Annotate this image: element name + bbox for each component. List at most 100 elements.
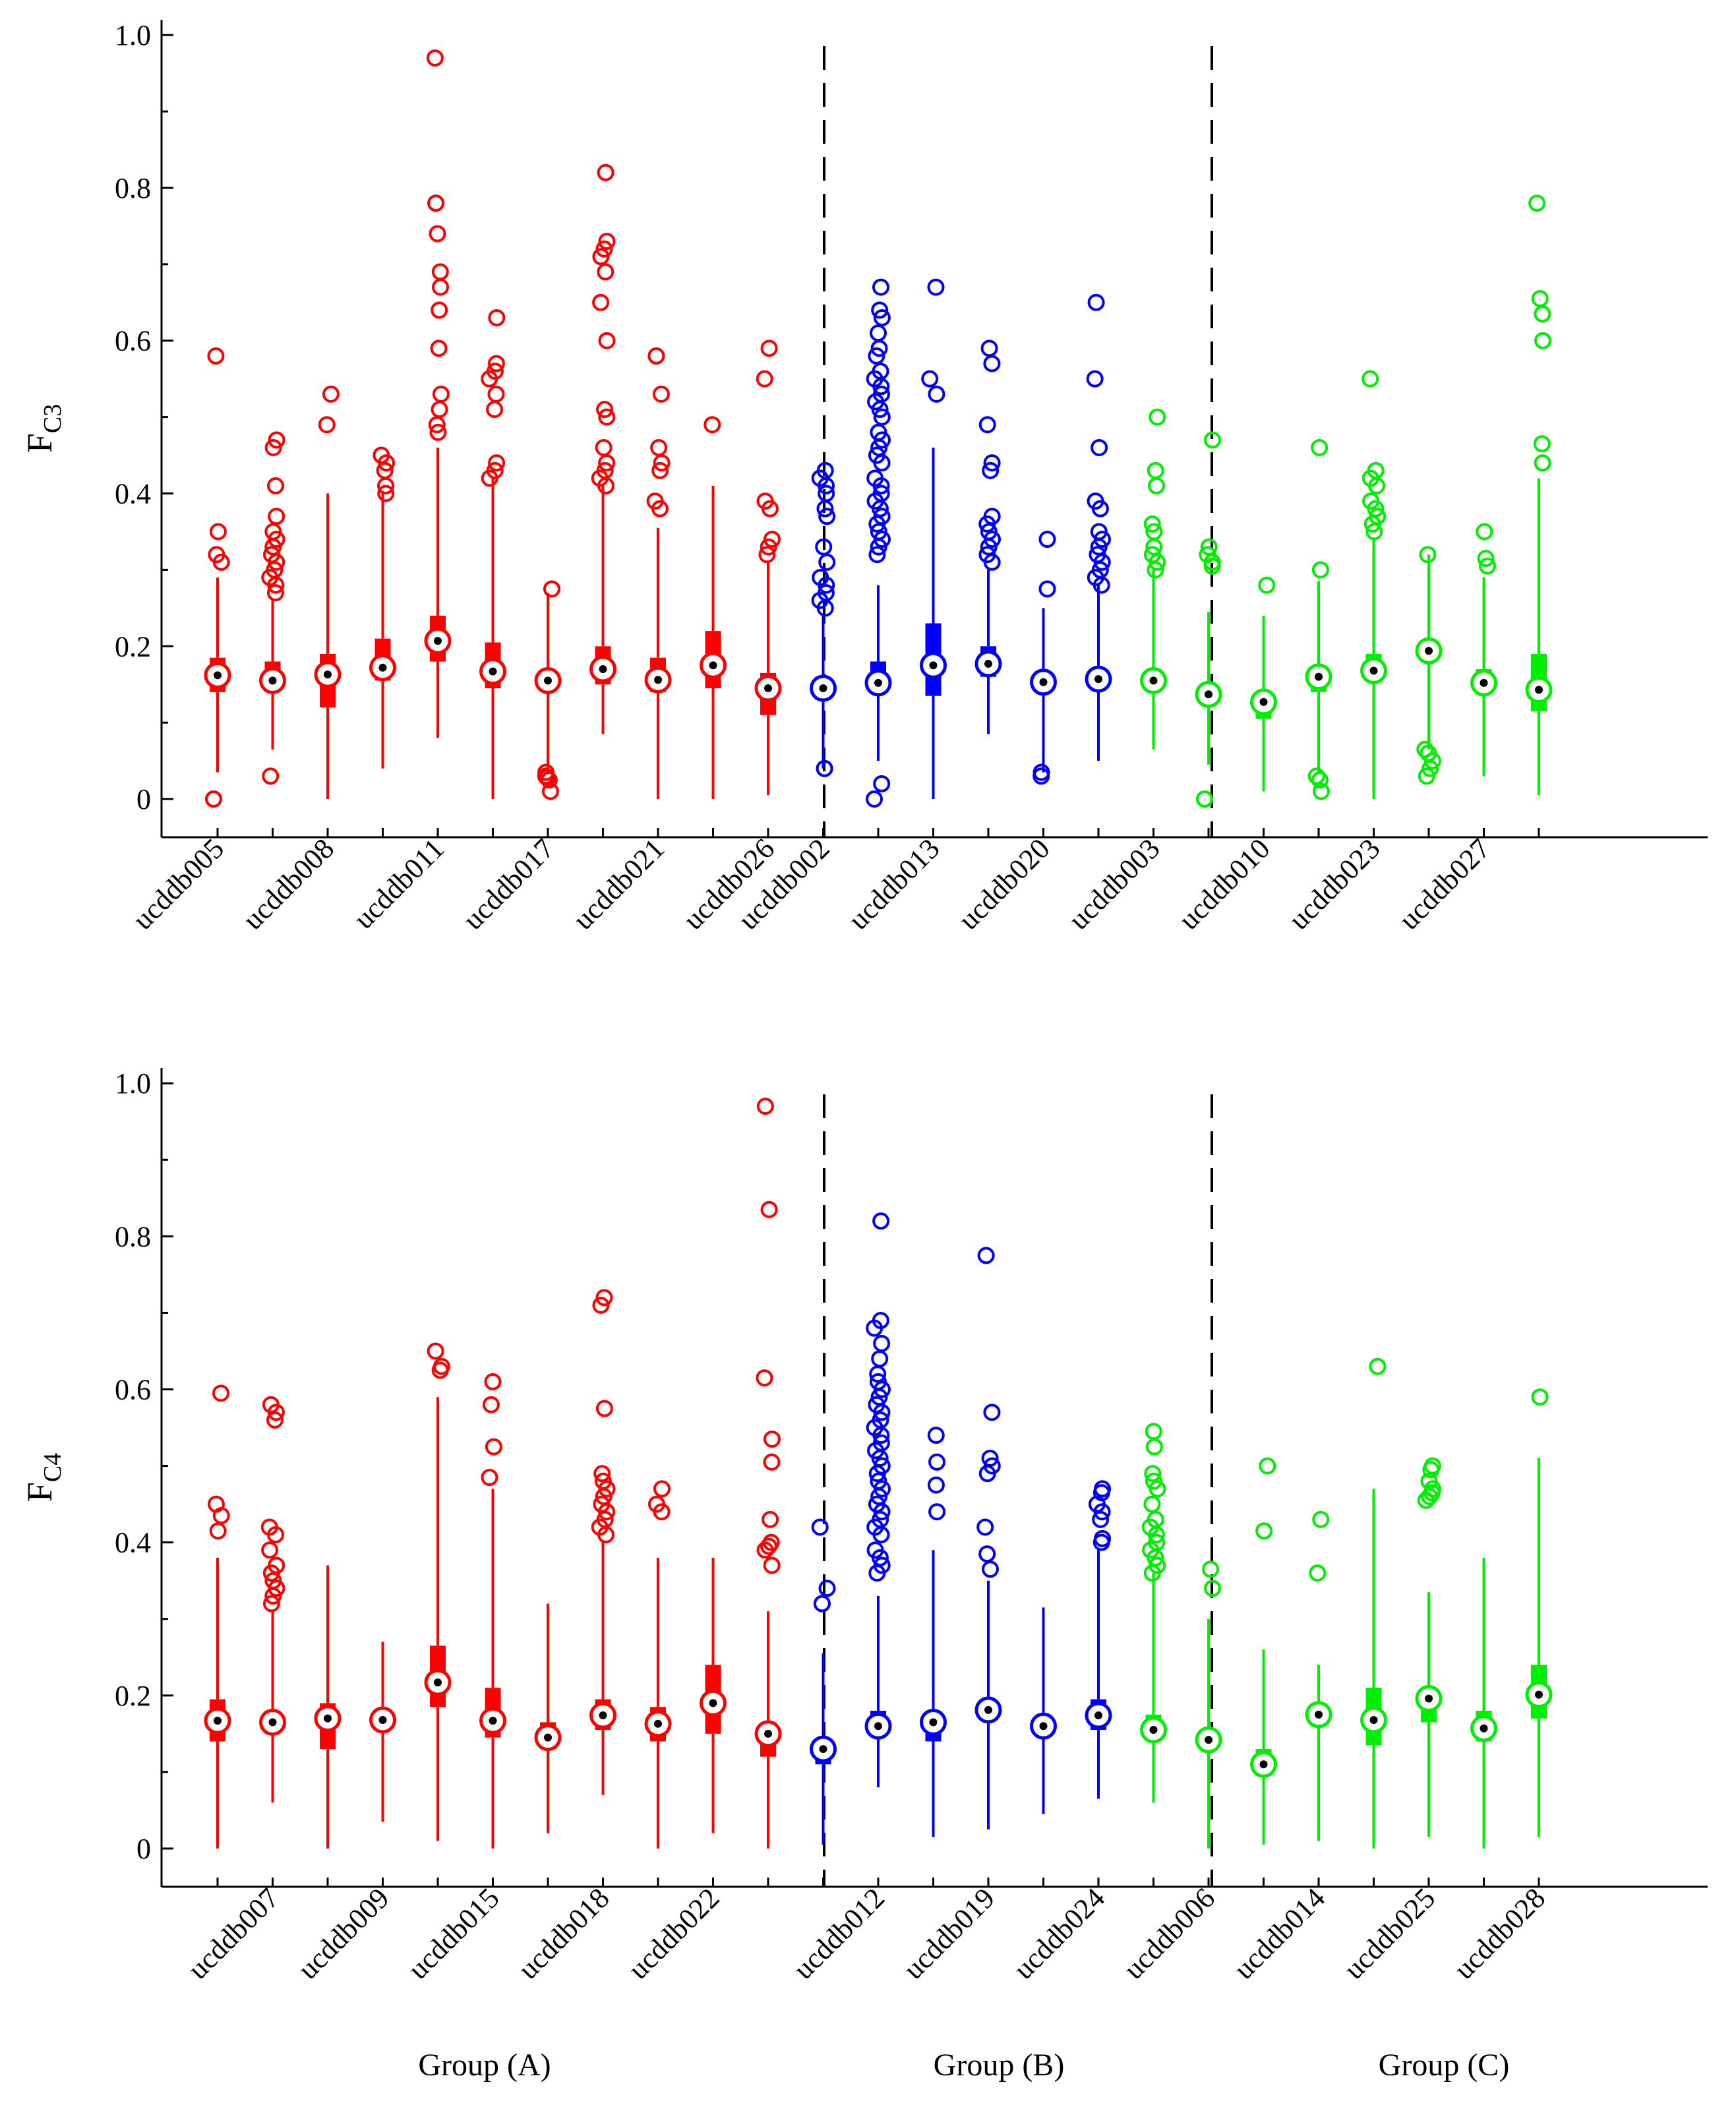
median-dot — [984, 1705, 992, 1714]
median-dot — [268, 1718, 277, 1727]
y-tick-label: 1.0 — [115, 19, 151, 51]
outlier-point — [598, 408, 616, 426]
outlier-point — [1143, 1564, 1161, 1582]
outlier-point — [266, 584, 284, 602]
box-series — [1140, 1423, 1167, 1887]
y-tick-label: 0.8 — [115, 172, 151, 204]
outlier-point — [1086, 370, 1104, 388]
outlier-point — [653, 1503, 671, 1521]
median-dot — [1259, 697, 1268, 706]
outlier-point — [873, 1380, 891, 1398]
outlier-point — [762, 1510, 779, 1528]
outlier-point — [597, 263, 614, 281]
outlier-point — [1309, 1564, 1327, 1582]
outlier-point — [868, 515, 886, 533]
outlier-point — [977, 1247, 995, 1264]
outlier-point — [873, 1334, 891, 1352]
box-series: ucddb007 — [181, 1396, 286, 1986]
x-tick-label: ucddb010 — [1172, 832, 1276, 935]
outlier-point — [653, 1480, 671, 1498]
median-dot — [1535, 1690, 1543, 1699]
outlier-point — [212, 1507, 230, 1525]
median-dot — [378, 663, 387, 672]
outlier-point — [928, 1503, 946, 1521]
x-tick-label: ucddb023 — [1282, 832, 1386, 935]
x-tick-label: ucddb020 — [952, 832, 1056, 935]
y-tick-label: 0.4 — [115, 1527, 151, 1559]
outlier-point — [598, 1503, 616, 1521]
outlier-point — [978, 1545, 996, 1563]
outlier-point — [482, 1396, 500, 1413]
outlier-point — [1203, 1580, 1221, 1597]
outlier-point — [651, 500, 669, 518]
outlier-point — [322, 385, 340, 403]
median-dot — [1369, 666, 1378, 675]
outlier-point — [868, 1564, 886, 1582]
median-dot — [709, 661, 717, 670]
box-series — [920, 1427, 947, 1887]
median-dot — [1315, 672, 1323, 681]
outlier-point — [763, 1453, 781, 1471]
x-tick-label: ucddb005 — [127, 832, 230, 935]
outlier-point — [760, 1537, 777, 1555]
outlier-point — [1143, 1495, 1161, 1513]
outlier-point — [1362, 370, 1379, 388]
outlier-point — [1421, 1488, 1439, 1506]
outlier-point — [1417, 1491, 1435, 1509]
outlier-point — [871, 301, 889, 319]
box-series: ucddb006 — [1118, 1560, 1222, 1986]
outlier-point — [1476, 523, 1493, 541]
outlier-point — [1091, 438, 1108, 456]
median-dot — [489, 667, 497, 676]
outlier-point — [431, 1361, 449, 1379]
outlier-point — [869, 324, 887, 342]
outlier-point — [595, 1400, 613, 1417]
outlier-point — [818, 553, 836, 571]
box-series: ucddb017 — [457, 580, 562, 936]
outlier-point — [870, 538, 887, 556]
outlier-point — [596, 401, 614, 419]
outlier-point — [1033, 767, 1050, 785]
box-series — [1415, 546, 1443, 837]
outlier-point — [873, 309, 891, 326]
outlier-point — [763, 1556, 781, 1574]
box-series: ucddb028 — [1448, 1388, 1553, 1986]
outlier-point — [484, 1373, 502, 1390]
outlier-point — [760, 1200, 778, 1218]
box-series — [1470, 1557, 1497, 1887]
box-series — [479, 309, 506, 837]
x-tick-label: ucddb024 — [1007, 1881, 1111, 1985]
outlier-point — [598, 454, 616, 472]
outlier-point — [872, 1526, 890, 1544]
outlier-point — [872, 477, 890, 494]
outlier-point — [209, 523, 227, 541]
box-series: ucddb022 — [622, 1557, 727, 1986]
outlier-point — [540, 771, 558, 789]
x-tick-label: ucddb011 — [347, 832, 450, 935]
median-dot — [214, 671, 222, 680]
outlier-point — [485, 1438, 502, 1456]
outlier-point — [266, 1411, 284, 1429]
median-dot — [1094, 675, 1102, 684]
outlier-point — [866, 790, 883, 808]
outlier-point — [432, 385, 450, 403]
box-series: ucddb026 — [677, 340, 782, 936]
outlier-point — [1255, 1522, 1273, 1540]
outlier-point — [1418, 767, 1435, 785]
outlier-point — [1196, 790, 1213, 808]
outlier-point — [541, 783, 559, 800]
outlier-point — [431, 278, 449, 296]
outlier-point — [1419, 546, 1437, 564]
box-series — [424, 1342, 452, 1887]
median-dot — [599, 1711, 607, 1719]
outlier-point — [756, 1541, 774, 1559]
outlier-point — [872, 1212, 890, 1230]
group-labels: Group (A) Group (B) Group (C) — [418, 2048, 1509, 2083]
median-dot — [324, 1714, 332, 1723]
outlier-point — [488, 454, 506, 472]
outlier-point — [703, 416, 721, 434]
outlier-point — [868, 347, 885, 365]
median-dot — [1039, 1722, 1048, 1731]
x-tick-label: ucddb027 — [1392, 832, 1496, 935]
